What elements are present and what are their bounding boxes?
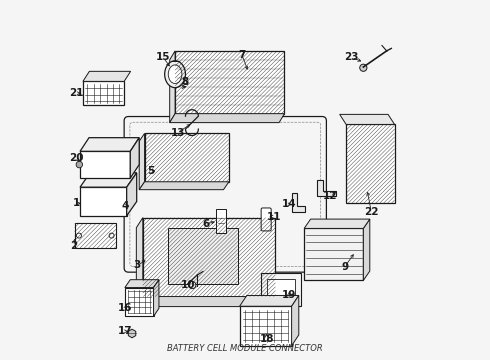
Text: 12: 12: [323, 191, 338, 201]
Polygon shape: [128, 329, 136, 338]
Bar: [304, 228, 364, 280]
Text: 19: 19: [282, 291, 296, 301]
Polygon shape: [130, 138, 139, 178]
Text: 5: 5: [147, 166, 155, 176]
Text: 15: 15: [156, 52, 171, 62]
Polygon shape: [80, 187, 126, 216]
Polygon shape: [317, 180, 337, 196]
Polygon shape: [125, 280, 159, 288]
Text: 10: 10: [181, 280, 196, 290]
Text: 14: 14: [281, 199, 296, 210]
Bar: [267, 279, 295, 300]
Polygon shape: [304, 219, 370, 228]
Bar: [143, 218, 275, 297]
Circle shape: [109, 233, 114, 238]
Bar: [240, 306, 292, 346]
Text: 17: 17: [118, 326, 132, 336]
Polygon shape: [170, 114, 285, 123]
Bar: [261, 273, 300, 306]
Polygon shape: [364, 219, 370, 280]
Polygon shape: [80, 138, 139, 151]
Polygon shape: [136, 297, 275, 307]
Text: 2: 2: [70, 241, 77, 251]
Polygon shape: [292, 193, 305, 212]
Bar: [175, 51, 285, 114]
Circle shape: [76, 161, 82, 168]
Circle shape: [100, 171, 107, 178]
Polygon shape: [170, 51, 175, 123]
Text: 1: 1: [73, 198, 80, 208]
Polygon shape: [136, 218, 143, 307]
Text: 11: 11: [267, 212, 282, 221]
FancyBboxPatch shape: [261, 208, 271, 231]
Text: 4: 4: [121, 201, 128, 211]
Text: 20: 20: [69, 153, 84, 163]
Text: 22: 22: [364, 207, 378, 217]
Polygon shape: [340, 114, 394, 125]
Text: 3: 3: [134, 260, 141, 270]
Text: 16: 16: [118, 303, 132, 314]
Bar: [83, 81, 124, 105]
Circle shape: [93, 171, 99, 178]
Circle shape: [189, 282, 196, 289]
FancyBboxPatch shape: [216, 209, 225, 233]
Circle shape: [360, 64, 367, 71]
Polygon shape: [83, 71, 131, 81]
Text: 8: 8: [181, 77, 189, 87]
Circle shape: [76, 233, 81, 238]
Polygon shape: [139, 182, 229, 190]
Bar: [74, 223, 116, 248]
Ellipse shape: [168, 65, 182, 84]
Text: 9: 9: [341, 262, 348, 272]
Polygon shape: [80, 173, 137, 187]
Bar: [346, 125, 394, 203]
Text: BATTERY CELL MODULE CONNECTOR: BATTERY CELL MODULE CONNECTOR: [167, 344, 323, 353]
Polygon shape: [139, 134, 145, 190]
Polygon shape: [240, 296, 299, 306]
Text: 23: 23: [344, 52, 359, 62]
Text: 18: 18: [260, 333, 274, 343]
Text: 13: 13: [171, 128, 185, 138]
Text: 6: 6: [203, 219, 210, 229]
Polygon shape: [126, 173, 137, 216]
Bar: [145, 134, 229, 182]
Polygon shape: [153, 280, 159, 316]
Polygon shape: [292, 296, 299, 346]
Text: 7: 7: [239, 50, 246, 60]
Text: 21: 21: [69, 88, 84, 98]
Polygon shape: [80, 151, 130, 178]
Ellipse shape: [165, 61, 186, 87]
Bar: [125, 288, 153, 316]
Bar: [168, 228, 238, 284]
